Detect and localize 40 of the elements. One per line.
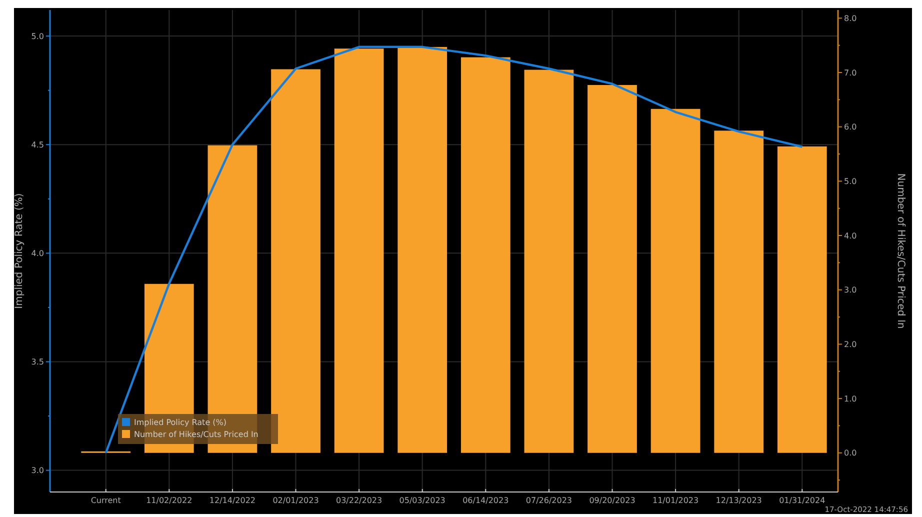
- bar: [714, 130, 764, 453]
- legend-label: Number of Hikes/Cuts Priced In: [134, 430, 258, 439]
- x-tick-label: Current: [90, 496, 121, 505]
- y-tick-label: 3.5: [31, 358, 44, 367]
- y-tick-label: 4.0: [31, 248, 44, 258]
- y-tick-label: 5.0: [31, 32, 44, 41]
- x-tick-label: 11/02/2022: [146, 496, 192, 505]
- x-tick-label: 12/14/2022: [209, 496, 256, 505]
- y2-tick-label: 1.0: [844, 394, 857, 404]
- y2-tick-label: 2.0: [844, 340, 857, 349]
- x-tick-label: 11/01/2023: [652, 496, 699, 505]
- bar: [588, 84, 637, 453]
- x-tick-label: 05/03/2023: [399, 496, 446, 505]
- bar: [460, 57, 510, 453]
- x-tick-label: 12/13/2023: [716, 496, 762, 505]
- y2-tick-label: 5.0: [844, 176, 857, 186]
- x-tick-label: 03/22/2023: [336, 496, 382, 505]
- x-tick-label: 01/31/2024: [779, 496, 826, 505]
- legend-label: Implied Policy Rate (%): [134, 418, 227, 427]
- y-tick-label: 3.0: [31, 466, 44, 476]
- x-tick-label: 06/14/2023: [462, 496, 509, 505]
- x-tick-label: 09/20/2023: [589, 496, 636, 505]
- y2-tick-label: 3.0: [844, 286, 857, 295]
- y2-axis-title: Number of Hikes/Cuts Priced In: [895, 173, 906, 329]
- bar: [524, 70, 574, 453]
- bar: [334, 48, 384, 453]
- bar: [650, 108, 700, 453]
- x-tick-label: 02/01/2023: [272, 496, 319, 505]
- line-series: [104, 46, 804, 454]
- bar: [777, 146, 827, 453]
- y-axis-title: Implied Policy Rate (%): [14, 193, 25, 309]
- y2-tick-label: 8.0: [844, 14, 857, 23]
- bar: [398, 46, 448, 453]
- y2-tick-label: 7.0: [844, 68, 857, 78]
- y2-tick-label: 6.0: [844, 122, 857, 132]
- x-tick-label: 07/26/2023: [526, 496, 572, 505]
- y2-tick-label: 4.0: [844, 231, 857, 240]
- bar: [271, 69, 320, 453]
- y-tick-label: 4.5: [31, 140, 44, 150]
- y2-tick-label: 0.0: [844, 448, 857, 458]
